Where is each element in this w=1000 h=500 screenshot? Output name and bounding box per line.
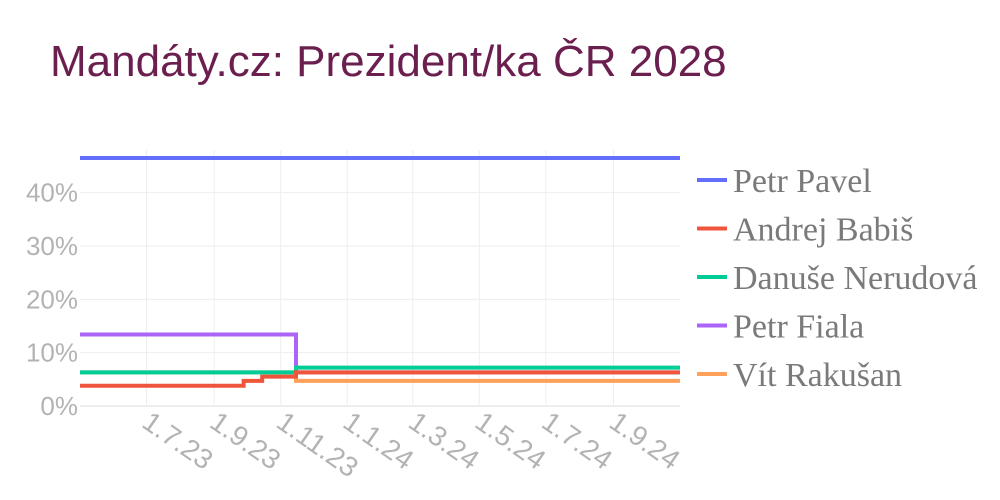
legend-label: Petr Pavel <box>733 163 872 200</box>
legend-label: Vít Rakušan <box>733 357 902 394</box>
legend[interactable]: Petr Pavel Andrej Babiš Danuše Nerudová Pet… <box>697 163 978 394</box>
series-line <box>80 370 680 388</box>
grid <box>80 150 680 407</box>
x-tick-label: 1.3.24 <box>403 406 485 476</box>
legend-label: Danuše Nerudová <box>733 260 978 297</box>
chart-title: Mandáty.cz: Prezident/ka ČR 2028 <box>50 36 727 86</box>
y-tick-label: 40% <box>26 178 78 208</box>
legend-item[interactable]: Vít Rakušan <box>697 357 902 394</box>
y-tick-label: 30% <box>26 231 78 261</box>
y-tick-label: 0% <box>40 391 78 421</box>
legend-item[interactable]: Petr Fiala <box>697 309 864 346</box>
x-tick-label: 1.9.23 <box>205 406 287 476</box>
legend-label: Andrej Babiš <box>733 212 913 249</box>
x-tick-label: 1.9.24 <box>604 406 686 476</box>
legend-item[interactable]: Danuše Nerudová <box>697 260 978 297</box>
x-tick-label: 1.5.24 <box>470 406 552 476</box>
legend-item[interactable]: Petr Pavel <box>697 163 872 200</box>
x-tick-label: 1.7.24 <box>536 406 618 476</box>
x-tick-label: 1.7.23 <box>137 406 219 476</box>
legend-item[interactable]: Andrej Babiš <box>697 212 913 249</box>
series-line <box>80 365 680 375</box>
y-tick-label: 20% <box>26 284 78 314</box>
y-tick-label: 10% <box>26 338 78 368</box>
legend-label: Petr Fiala <box>733 309 864 346</box>
x-axis: 1.7.231.9.231.11.231.1.241.3.241.5.241.7… <box>137 406 685 484</box>
y-axis: 0% 10% 20% 30% 40% <box>26 178 78 421</box>
plot-area <box>80 156 680 388</box>
